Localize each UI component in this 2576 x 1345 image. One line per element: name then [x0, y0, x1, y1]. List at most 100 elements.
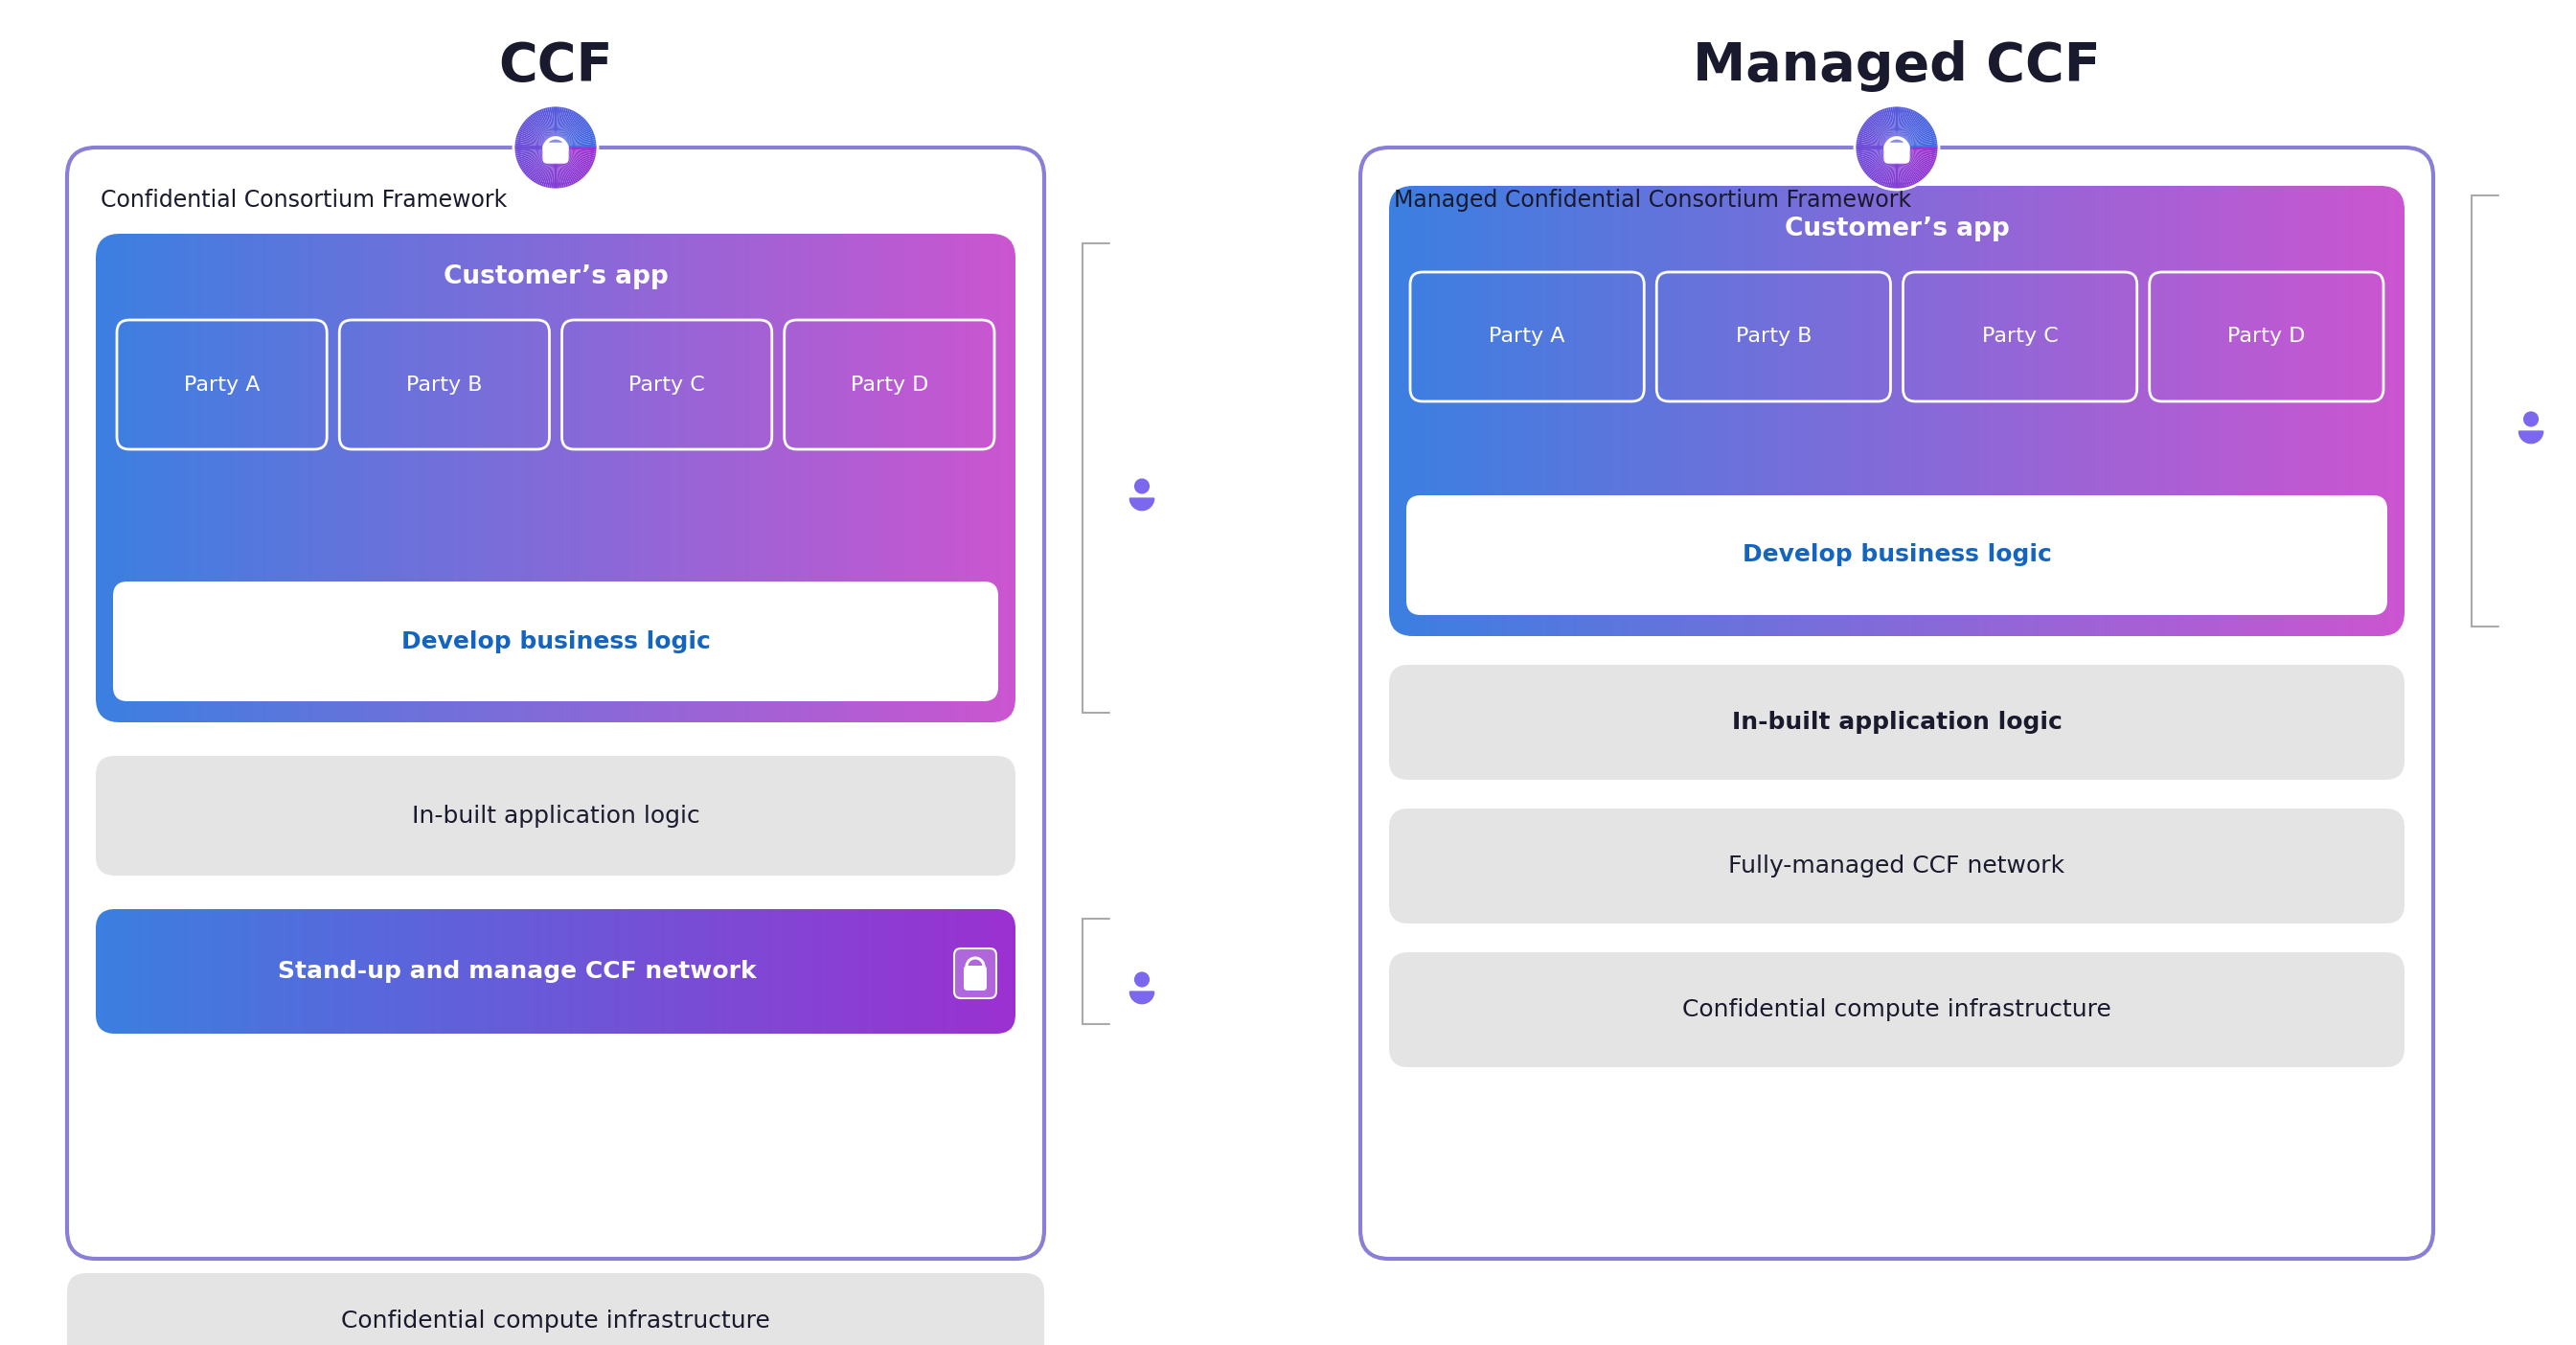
Bar — [670, 234, 675, 722]
Bar — [2257, 186, 2262, 636]
Wedge shape — [1896, 113, 1924, 148]
Bar — [242, 909, 247, 1034]
Bar — [1419, 186, 1425, 636]
Bar — [477, 909, 482, 1034]
Bar — [781, 909, 786, 1034]
Bar — [629, 909, 634, 1034]
Wedge shape — [556, 137, 598, 148]
Wedge shape — [556, 106, 569, 148]
Wedge shape — [528, 113, 556, 148]
Bar — [845, 234, 850, 722]
Bar — [886, 909, 891, 1034]
Bar — [680, 234, 685, 722]
Bar — [556, 234, 562, 722]
Bar — [559, 909, 564, 1034]
Wedge shape — [556, 148, 590, 172]
Bar — [791, 909, 796, 1034]
Bar — [752, 234, 757, 722]
Bar — [265, 909, 270, 1034]
Bar — [410, 909, 415, 1034]
Wedge shape — [556, 148, 572, 187]
Bar — [1718, 186, 1726, 636]
Bar — [1597, 186, 1602, 636]
Bar — [873, 234, 878, 722]
Bar — [786, 909, 791, 1034]
Bar — [234, 909, 240, 1034]
Bar — [2398, 186, 2406, 636]
Bar — [247, 234, 252, 722]
Bar — [2218, 186, 2223, 636]
Bar — [1821, 186, 1826, 636]
Bar — [165, 909, 170, 1034]
Bar — [1765, 186, 1770, 636]
Wedge shape — [1883, 148, 1896, 188]
Bar — [469, 234, 474, 722]
Bar — [155, 909, 160, 1034]
Text: Customer’s app: Customer’s app — [443, 265, 667, 289]
Bar — [616, 909, 621, 1034]
Wedge shape — [518, 148, 556, 168]
Bar — [1466, 186, 1471, 636]
Wedge shape — [1896, 148, 1924, 182]
Bar — [124, 909, 129, 1034]
Bar — [775, 909, 781, 1034]
Bar — [131, 234, 137, 722]
Bar — [2120, 186, 2125, 636]
Wedge shape — [1896, 148, 1914, 187]
Bar — [240, 234, 242, 722]
Wedge shape — [1891, 106, 1896, 148]
Wedge shape — [1873, 112, 1896, 148]
Bar — [1512, 186, 1517, 636]
Bar — [142, 909, 147, 1034]
Bar — [726, 234, 732, 722]
Bar — [1628, 186, 1633, 636]
Bar — [711, 234, 716, 722]
Bar — [951, 909, 956, 1034]
Bar — [283, 234, 289, 722]
Bar — [137, 234, 142, 722]
Wedge shape — [513, 148, 556, 149]
Bar — [299, 909, 304, 1034]
Bar — [1546, 186, 1551, 636]
Bar — [1561, 186, 1566, 636]
Bar — [2313, 186, 2318, 636]
Bar — [1901, 186, 1906, 636]
Bar — [1868, 186, 1873, 636]
Wedge shape — [1862, 148, 1896, 174]
Wedge shape — [556, 148, 598, 155]
Bar — [598, 234, 603, 722]
Bar — [1638, 186, 1643, 636]
Bar — [2069, 186, 2076, 636]
Wedge shape — [515, 134, 556, 148]
Text: Confidential compute infrastructure: Confidential compute infrastructure — [1682, 998, 2112, 1021]
Wedge shape — [1857, 148, 1896, 160]
Wedge shape — [1855, 148, 1896, 155]
Bar — [837, 909, 842, 1034]
Wedge shape — [1896, 130, 1937, 148]
Bar — [299, 234, 304, 722]
Text: Confidential compute infrastructure: Confidential compute infrastructure — [340, 1310, 770, 1333]
Bar — [211, 234, 216, 722]
Bar — [1947, 186, 1953, 636]
Bar — [2370, 186, 2375, 636]
Bar — [312, 234, 317, 722]
Wedge shape — [1896, 128, 1935, 148]
Bar — [909, 234, 914, 722]
Bar — [1713, 186, 1721, 636]
Bar — [657, 234, 662, 722]
Text: Fully-managed CCF network: Fully-managed CCF network — [1728, 854, 2066, 877]
Bar — [623, 909, 629, 1034]
Bar — [307, 909, 312, 1034]
Bar — [752, 909, 757, 1034]
Bar — [294, 909, 299, 1034]
Wedge shape — [556, 148, 577, 186]
Bar — [933, 909, 938, 1034]
Wedge shape — [1896, 121, 1932, 148]
Bar — [348, 234, 353, 722]
Bar — [175, 234, 180, 722]
Wedge shape — [1855, 141, 1896, 148]
Bar — [1698, 186, 1705, 636]
Bar — [799, 234, 804, 722]
Wedge shape — [513, 141, 556, 148]
Wedge shape — [515, 148, 556, 163]
